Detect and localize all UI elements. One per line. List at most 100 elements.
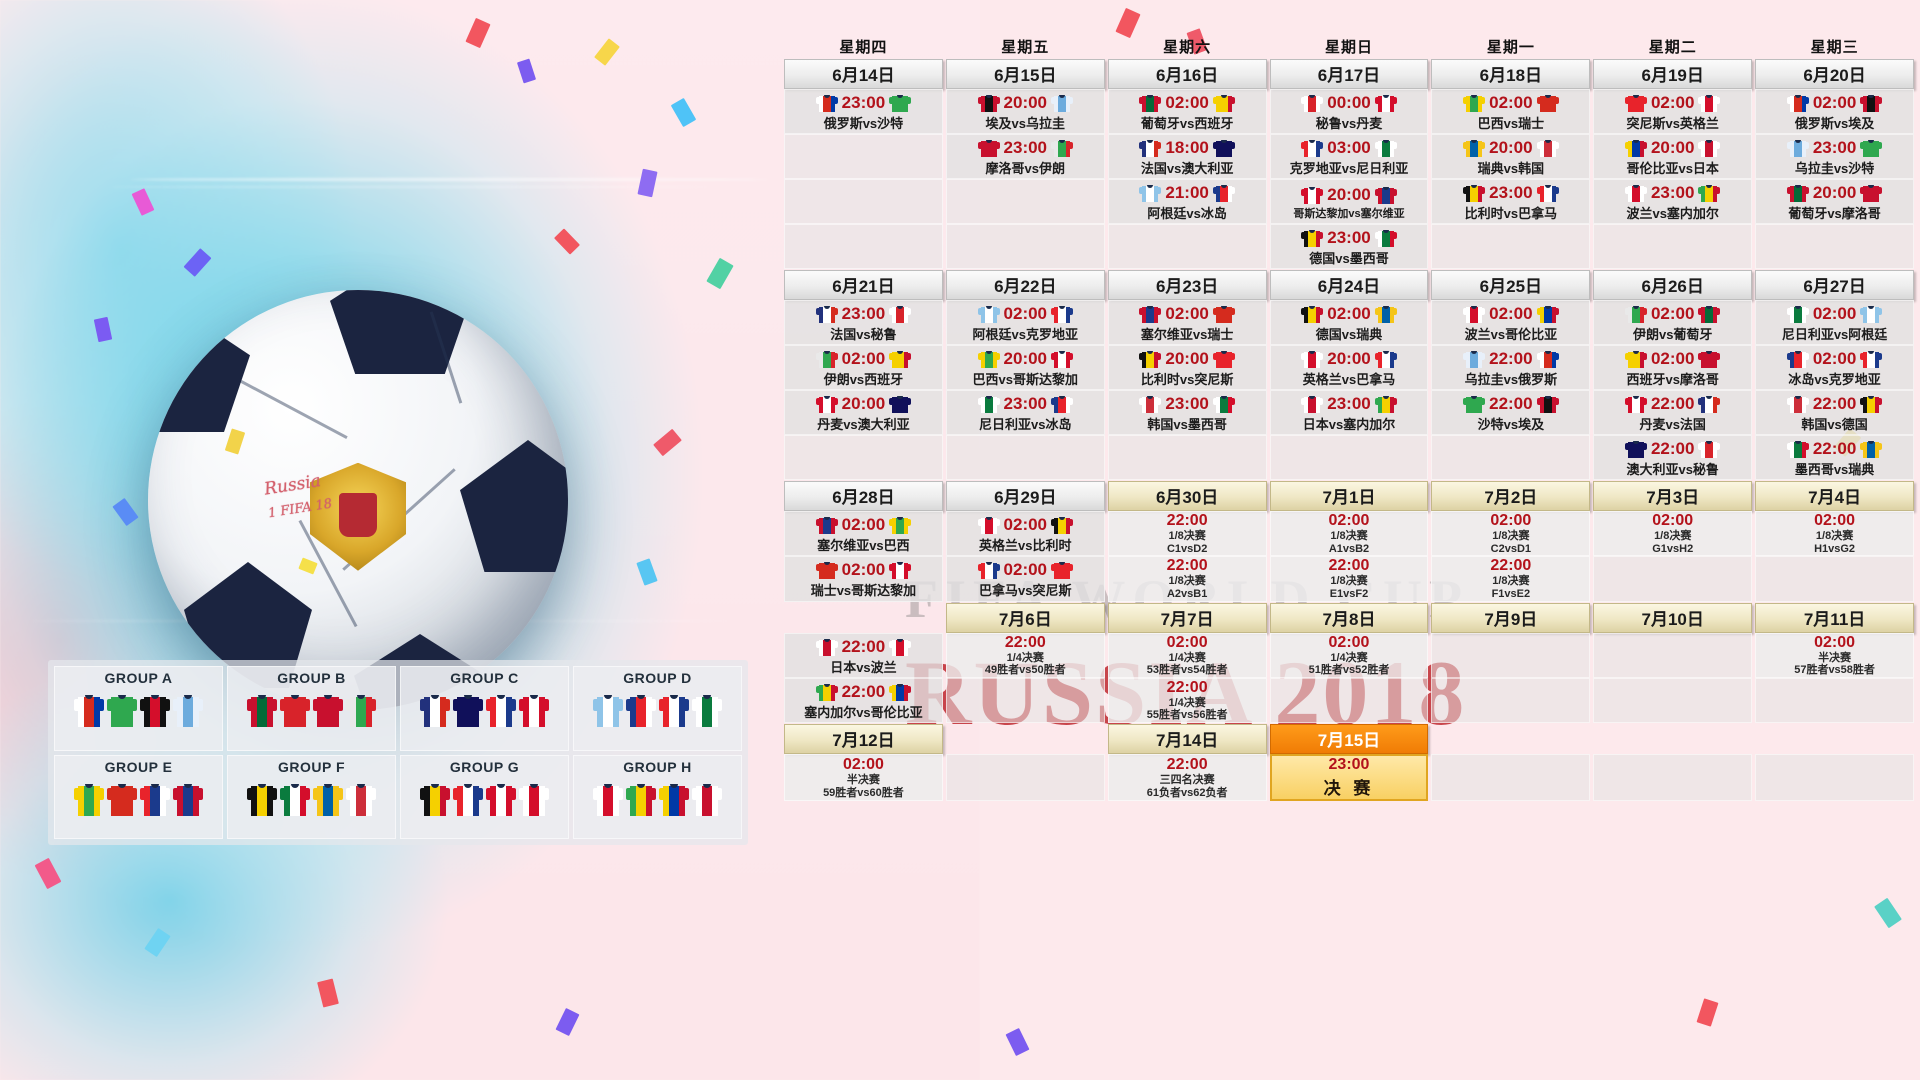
date-cell-7月14日[interactable]: 7月14日 xyxy=(1107,724,1267,755)
knockout-match-cell[interactable]: 22:00 1/4决赛 55胜者vs56胜者 xyxy=(1107,677,1267,724)
match-cell[interactable]: 20:00 哥伦比亚vs日本 xyxy=(1593,134,1753,179)
match-cell[interactable]: 02:00 伊朗vs葡萄牙 xyxy=(1593,300,1753,345)
match-cell[interactable]: 23:00 波兰vs塞内加尔 xyxy=(1593,179,1753,224)
date-cell-7月1日[interactable]: 7月1日 xyxy=(1269,481,1429,511)
match-cell[interactable]: 23:00 乌拉圭vs沙特 xyxy=(1755,134,1914,179)
match-cell[interactable]: 02:00 塞尔维亚vs瑞士 xyxy=(1107,300,1267,345)
match-cell[interactable]: 02:00 尼日利亚vs阿根廷 xyxy=(1755,300,1914,345)
date-cell-6月16日[interactable]: 6月16日 xyxy=(1107,59,1267,89)
date-cell-7月12日[interactable]: 7月12日 xyxy=(784,724,943,755)
knockout-match-cell[interactable]: 22:00 1/8决赛 F1vsE2 xyxy=(1431,556,1591,602)
date-cell-6月25日[interactable]: 6月25日 xyxy=(1431,270,1591,300)
match-cell[interactable]: 20:00 埃及vs乌拉圭 xyxy=(945,89,1105,134)
knockout-match-cell[interactable]: 22:00 1/8决赛 C1vsD2 xyxy=(1107,511,1267,557)
match-cell[interactable]: 22:00 乌拉圭vs俄罗斯 xyxy=(1431,345,1591,390)
group-box-c[interactable]: GROUP C xyxy=(400,666,569,751)
match-cell[interactable]: 02:00 冰岛vs克罗地亚 xyxy=(1755,345,1914,390)
match-cell[interactable]: 02:00 西班牙vs摩洛哥 xyxy=(1593,345,1753,390)
match-cell[interactable]: 21:00 阿根廷vs冰岛 xyxy=(1107,179,1267,224)
group-box-f[interactable]: GROUP F xyxy=(227,754,396,839)
group-box-e[interactable]: GROUP E xyxy=(54,754,223,839)
date-cell-6月29日[interactable]: 6月29日 xyxy=(945,481,1105,511)
match-cell[interactable]: 02:00 巴拿马vs突尼斯 xyxy=(945,556,1105,602)
date-cell-7月15日[interactable]: 7月15日 xyxy=(1269,724,1429,755)
group-box-g[interactable]: GROUP G xyxy=(400,754,569,839)
date-cell-6月17日[interactable]: 6月17日 xyxy=(1269,59,1429,89)
match-cell[interactable]: 22:00 沙特vs埃及 xyxy=(1431,390,1591,435)
match-cell[interactable]: 20:00 丹麦vs澳大利亚 xyxy=(784,390,943,435)
match-cell[interactable]: 23:00 尼日利亚vs冰岛 xyxy=(945,390,1105,435)
match-cell[interactable]: 23:00 比利时vs巴拿马 xyxy=(1431,179,1591,224)
date-cell-7月3日[interactable]: 7月3日 xyxy=(1593,481,1753,511)
knockout-match-cell[interactable]: 02:00 1/8决赛 C2vsD1 xyxy=(1431,511,1591,557)
date-cell-7月10日[interactable]: 7月10日 xyxy=(1593,602,1753,633)
match-cell[interactable]: 20:00 比利时vs突尼斯 xyxy=(1107,345,1267,390)
match-cell[interactable]: 02:00 德国vs瑞典 xyxy=(1269,300,1429,345)
match-cell[interactable]: 00:00 秘鲁vs丹麦 xyxy=(1269,89,1429,134)
knockout-match-cell[interactable]: 22:00 1/4决赛 49胜者vs50胜者 xyxy=(945,632,1105,678)
match-cell[interactable]: 02:00 瑞士vs哥斯达黎加 xyxy=(784,556,943,602)
date-cell-7月9日[interactable]: 7月9日 xyxy=(1431,602,1591,633)
match-cell[interactable]: 02:00 葡萄牙vs西班牙 xyxy=(1107,89,1267,134)
match-cell[interactable]: 02:00 俄罗斯vs埃及 xyxy=(1755,89,1914,134)
date-cell-6月15日[interactable]: 6月15日 xyxy=(945,59,1105,89)
date-cell-6月27日[interactable]: 6月27日 xyxy=(1755,270,1914,300)
date-cell-6月18日[interactable]: 6月18日 xyxy=(1431,59,1591,89)
group-box-h[interactable]: GROUP H xyxy=(573,754,742,839)
final-match-cell[interactable]: 23:00 决 赛 xyxy=(1269,754,1429,802)
match-cell[interactable]: 18:00 法国vs澳大利亚 xyxy=(1107,134,1267,179)
date-cell-6月14日[interactable]: 6月14日 xyxy=(784,59,943,89)
match-cell[interactable]: 02:00 英格兰vs比利时 xyxy=(945,511,1105,557)
match-cell[interactable]: 02:00 波兰vs哥伦比亚 xyxy=(1431,300,1591,345)
date-cell-6月20日[interactable]: 6月20日 xyxy=(1755,59,1914,89)
date-cell-7月4日[interactable]: 7月4日 xyxy=(1755,481,1914,511)
match-cell[interactable]: 22:00 丹麦vs法国 xyxy=(1593,390,1753,435)
match-cell[interactable]: 23:00 韩国vs墨西哥 xyxy=(1107,390,1267,435)
date-cell-6月26日[interactable]: 6月26日 xyxy=(1593,270,1753,300)
match-cell[interactable]: 23:00 法国vs秘鲁 xyxy=(784,300,943,345)
date-cell-7月7日[interactable]: 7月7日 xyxy=(1107,602,1267,633)
knockout-match-cell[interactable]: 02:00 1/8决赛 G1vsH2 xyxy=(1593,511,1753,557)
match-cell[interactable]: 23:00 俄罗斯vs沙特 xyxy=(784,89,943,134)
match-cell[interactable]: 20:00 巴西vs哥斯达黎加 xyxy=(945,345,1105,390)
match-cell[interactable]: 02:00 阿根廷vs克罗地亚 xyxy=(945,300,1105,345)
date-cell-7月2日[interactable]: 7月2日 xyxy=(1431,481,1591,511)
date-cell-7月6日[interactable]: 7月6日 xyxy=(945,602,1105,633)
match-cell[interactable]: 22:00 墨西哥vs瑞典 xyxy=(1755,435,1914,480)
match-cell[interactable]: 20:00 瑞典vs韩国 xyxy=(1431,134,1591,179)
match-cell[interactable]: 03:00 克罗地亚vs尼日利亚 xyxy=(1269,134,1429,179)
match-cell[interactable]: 22:00 澳大利亚vs秘鲁 xyxy=(1593,435,1753,480)
knockout-match-cell[interactable]: 22:00 三四名决赛 61负者vs62负者 xyxy=(1107,754,1267,802)
knockout-match-cell[interactable]: 02:00 1/8决赛 A1vsB2 xyxy=(1269,511,1429,557)
date-cell-6月21日[interactable]: 6月21日 xyxy=(784,270,943,300)
group-box-a[interactable]: GROUP A xyxy=(54,666,223,751)
match-cell[interactable]: 23:00 德国vs墨西哥 xyxy=(1269,224,1429,269)
date-cell-6月28日[interactable]: 6月28日 xyxy=(784,481,943,511)
knockout-match-cell[interactable]: 02:00 1/4决赛 51胜者vs52胜者 xyxy=(1269,632,1429,678)
knockout-match-cell[interactable]: 02:00 半决赛 57胜者vs58胜者 xyxy=(1755,632,1914,678)
knockout-match-cell[interactable]: 02:00 1/8决赛 H1vsG2 xyxy=(1755,511,1914,557)
group-box-d[interactable]: GROUP D xyxy=(573,666,742,751)
match-cell[interactable]: 22:00 韩国vs德国 xyxy=(1755,390,1914,435)
match-cell[interactable]: 23:00 摩洛哥vs伊朗 xyxy=(945,134,1105,179)
knockout-match-cell[interactable]: 22:00 1/8决赛 E1vsF2 xyxy=(1269,556,1429,602)
date-cell-6月30日[interactable]: 6月30日 xyxy=(1107,481,1267,511)
group-box-b[interactable]: GROUP B xyxy=(227,666,396,751)
match-cell[interactable]: 22:00 日本vs波兰 xyxy=(784,632,943,678)
date-cell-6月23日[interactable]: 6月23日 xyxy=(1107,270,1267,300)
knockout-match-cell[interactable]: 02:00 半决赛 59胜者vs60胜者 xyxy=(784,754,943,802)
match-cell[interactable]: 02:00 突尼斯vs英格兰 xyxy=(1593,89,1753,134)
match-cell[interactable]: 20:00 葡萄牙vs摩洛哥 xyxy=(1755,179,1914,224)
date-cell-6月19日[interactable]: 6月19日 xyxy=(1593,59,1753,89)
match-cell[interactable]: 02:00 巴西vs瑞士 xyxy=(1431,89,1591,134)
knockout-match-cell[interactable]: 02:00 1/4决赛 53胜者vs54胜者 xyxy=(1107,632,1267,678)
date-cell-6月24日[interactable]: 6月24日 xyxy=(1269,270,1429,300)
date-cell-7月8日[interactable]: 7月8日 xyxy=(1269,602,1429,633)
date-cell-7月11日[interactable]: 7月11日 xyxy=(1755,602,1914,633)
match-cell[interactable]: 02:00 伊朗vs西班牙 xyxy=(784,345,943,390)
match-cell[interactable]: 23:00 日本vs塞内加尔 xyxy=(1269,390,1429,435)
match-cell[interactable]: 20:00 英格兰vs巴拿马 xyxy=(1269,345,1429,390)
match-cell[interactable]: 20:00 哥斯达黎加vs塞尔维亚 xyxy=(1269,179,1429,224)
date-cell-6月22日[interactable]: 6月22日 xyxy=(945,270,1105,300)
match-cell[interactable]: 02:00 塞尔维亚vs巴西 xyxy=(784,511,943,557)
